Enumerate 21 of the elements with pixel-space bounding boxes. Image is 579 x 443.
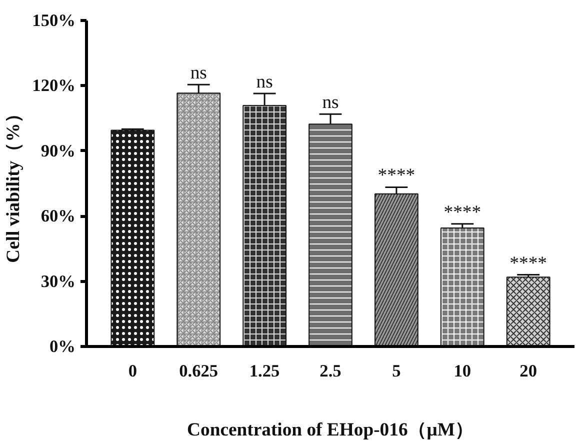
y-tick-label: 150% xyxy=(32,11,76,30)
annotation: **** xyxy=(510,252,547,274)
x-tick-label: 20 xyxy=(520,362,537,380)
annotation: ns xyxy=(322,92,339,114)
y-axis-title: Cell viability（%） xyxy=(3,104,24,263)
y-tick-label: 60% xyxy=(40,206,76,226)
x-tick-label: 5 xyxy=(392,362,402,380)
annotation: **** xyxy=(444,202,482,223)
annotation: ns xyxy=(190,62,207,84)
y-tick-label: 0% xyxy=(50,337,76,356)
x-tick-label: 2.5 xyxy=(320,362,342,380)
x-tick-label: 0.625 xyxy=(179,362,218,380)
x-tick-label: 10 xyxy=(454,362,472,380)
x-tick-label: 0 xyxy=(128,362,137,380)
x-axis-title: Concentration of EHop-016（μM） xyxy=(187,420,474,440)
y-tick-label: 30% xyxy=(40,272,76,291)
annotation: ns xyxy=(256,72,273,93)
y-tick-label: 120% xyxy=(32,76,76,96)
y-tick-label: 90% xyxy=(40,141,76,160)
x-tick-label: 1.25 xyxy=(249,362,280,380)
annotation: **** xyxy=(378,165,416,186)
